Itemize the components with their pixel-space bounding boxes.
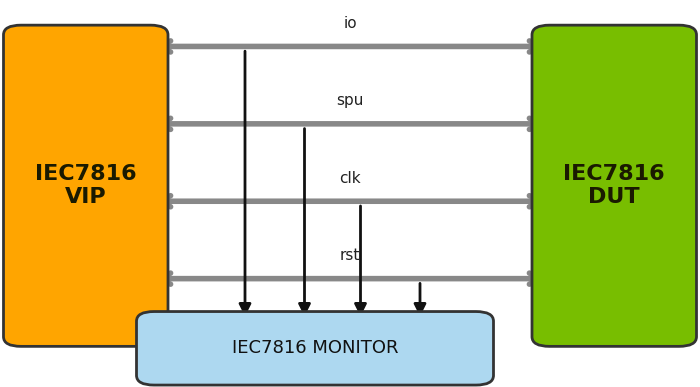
Text: IEC7816
DUT: IEC7816 DUT [564,164,665,207]
Text: io: io [343,16,357,31]
Text: spu: spu [336,93,364,108]
FancyBboxPatch shape [136,312,494,385]
Text: clk: clk [340,171,360,186]
FancyBboxPatch shape [532,25,696,346]
FancyBboxPatch shape [4,25,168,346]
Text: IEC7816 MONITOR: IEC7816 MONITOR [232,339,398,357]
Text: rst: rst [340,248,360,263]
Text: IEC7816
VIP: IEC7816 VIP [35,164,136,207]
